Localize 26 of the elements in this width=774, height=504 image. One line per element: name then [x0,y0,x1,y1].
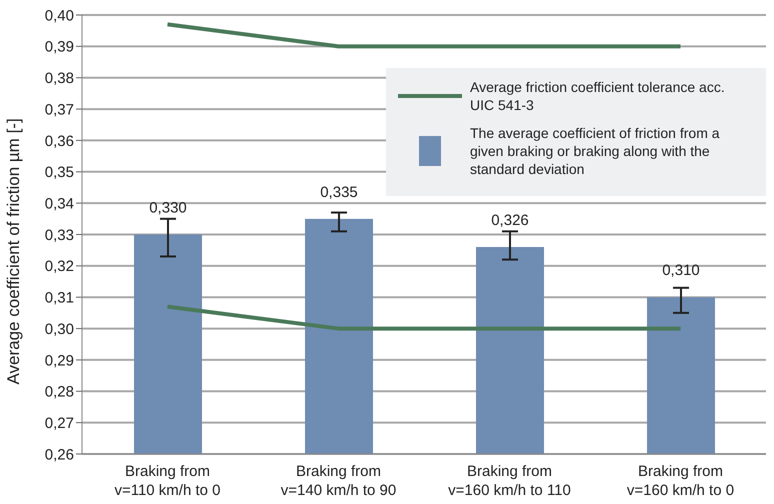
y-tick-label: 0,38 [44,70,74,88]
data-label: 0,330 [149,200,187,216]
data-label: 0,310 [662,262,700,280]
y-tick-label: 0,26 [44,446,74,464]
y-tick-label: 0,29 [44,352,74,370]
y-tick-label: 0,39 [44,38,74,56]
y-tick-label: 0,40 [44,7,74,24]
x-tick-label: Braking from v=110 km/h to 0 [114,463,221,499]
y-tick-label: 0,32 [44,258,74,276]
y-tick-label: 0,35 [44,164,74,182]
y-tick-label: 0,30 [44,320,74,338]
x-tick-label: Braking from v=160 km/h to 110 [448,463,571,499]
x-tick-label: Braking from v=140 km/h to 90 [280,463,396,499]
y-tick-label: 0,28 [44,384,74,401]
y-tick-label: 0,37 [44,101,74,118]
data-label: 0,326 [491,212,529,230]
x-tick-label: Braking from v=160 km/h to 0 [626,463,734,499]
y-tick-label: 0,34 [44,195,74,212]
y-tick-label: 0,31 [44,290,74,307]
y-tick-label: 0,36 [44,132,74,150]
y-axis-title: Average coefficient of friction µm [-] [4,118,24,384]
y-tick-label: 0,27 [44,414,74,432]
data-label: 0,335 [320,184,358,201]
y-tick-label: 0,33 [44,226,74,244]
legend-label: Average friction coefficient tolerance acc. UIC 541-3 [470,78,726,114]
legend-label: The average coefficient of friction from a given braking or braking along with the standard deviation [470,124,721,178]
